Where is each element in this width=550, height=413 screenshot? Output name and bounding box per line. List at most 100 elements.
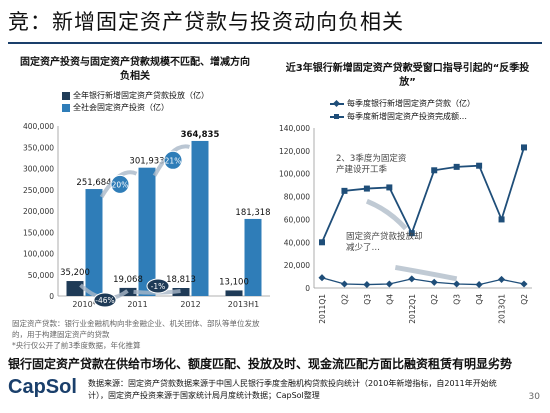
right-y-tick-label: 40,000	[284, 238, 310, 247]
right-point-diamond	[340, 280, 348, 288]
loan-growth-label: -46%	[95, 296, 114, 305]
loan-growth-label: -1%	[151, 282, 166, 291]
legend-square-marker	[330, 113, 344, 121]
investment-growth-bubble	[163, 150, 183, 170]
data-source-note: 数据来源：固定资产贷款数据来源于中国人民银行季度金融机构贷款投向统计（2010年…	[88, 379, 497, 400]
right-x-tick-label: Q2	[340, 294, 349, 305]
legend-diamond-marker	[330, 100, 344, 108]
decrease-arrow	[394, 264, 458, 282]
season-arrow	[365, 198, 408, 231]
right-x-tick-label: 2011Q1	[318, 294, 327, 324]
left-y-tick-label: 50,000	[28, 271, 54, 280]
page-title: 竞：新增固定资产贷款与投资动向负相关	[8, 10, 404, 34]
right-y-tick-label: 0	[305, 284, 310, 293]
right-point-square	[521, 144, 527, 151]
left-data-label: 364,835	[181, 130, 220, 140]
left-y-tick-label: 100,000	[23, 250, 54, 259]
right-x-tick-label: 2013Q1	[498, 294, 507, 324]
left-y-tick-label: 350,000	[23, 143, 54, 152]
right-x-tick-label: 2012Q1	[408, 294, 417, 324]
right-y-tick-label: 120,000	[279, 147, 310, 156]
left-x-tick-label: 2013H1	[228, 300, 259, 309]
loan-growth-bubble	[146, 278, 170, 294]
left-bar-investment	[244, 218, 262, 296]
left-legend-investment: 全社会固定资产投资（亿）	[62, 102, 169, 113]
right-y-tick-label: 20,000	[284, 261, 310, 270]
construction-season-annotation: 2、3季度为固定资产建设开工季	[336, 154, 407, 175]
left-y-tick-label: 250,000	[23, 186, 54, 195]
right-point-diamond	[430, 278, 438, 286]
left-legend-loans: 全年银行新增固定资产贷款投放（亿）	[62, 90, 209, 101]
right-point-square	[319, 239, 325, 246]
left-y-tick-label: 200,000	[23, 207, 54, 216]
right-series-line-loans	[321, 277, 525, 286]
left-data-label: 35,200	[60, 268, 90, 278]
right-point-diamond	[408, 275, 416, 283]
right-point-square	[476, 162, 483, 169]
left-y-tick-label: 150,000	[23, 228, 54, 237]
title-divider	[8, 42, 542, 44]
right-point-diamond	[475, 281, 483, 289]
right-x-tick-label: Q4	[475, 294, 484, 305]
left-x-tick-label: 2012	[180, 300, 200, 309]
right-legend-loans: 每季度银行新增固定资产贷款（亿）	[330, 98, 475, 109]
right-x-tick-label: Q2	[430, 294, 439, 305]
left-bar-loans	[66, 281, 84, 296]
right-point-diamond	[385, 280, 393, 288]
capsol-logo: CapSol	[8, 376, 77, 398]
left-data-label: 181,318	[235, 208, 270, 218]
investment-growth-label: 20%	[112, 180, 129, 189]
left-data-label: 19,068	[113, 275, 143, 285]
right-point-diamond	[363, 281, 371, 289]
right-point-square	[453, 163, 460, 170]
left-x-tick-label: 2011	[127, 300, 147, 309]
right-point-square	[498, 216, 505, 223]
left-data-label: 13,100	[219, 277, 249, 287]
right-point-square	[341, 187, 348, 194]
right-y-tick-label: 140,000	[279, 124, 310, 133]
right-x-tick-label: Q3	[363, 294, 372, 305]
loan-growth-bubble	[93, 292, 117, 308]
legend-label-quarterly-loans: 每季度银行新增固定资产贷款（亿）	[347, 99, 475, 108]
legend-swatch-dark	[62, 91, 70, 100]
right-y-tick-label: 100,000	[279, 170, 310, 179]
right-y-tick-label: 60,000	[284, 215, 310, 224]
left-y-tick-label: 300,000	[23, 165, 54, 174]
left-data-label: 251,684	[76, 178, 111, 188]
page-number: 30	[528, 392, 540, 402]
right-y-tick-label: 80,000	[284, 193, 310, 202]
investment-growth-bubble	[110, 174, 130, 194]
left-bar-loans	[172, 288, 190, 296]
right-point-diamond	[520, 280, 528, 288]
right-point-square	[386, 184, 393, 191]
right-point-diamond	[453, 280, 461, 288]
legend-label-quarterly-investment: 每季度新增固定资产投资完成额…	[347, 112, 467, 121]
right-x-tick-label: Q4	[385, 294, 394, 305]
left-chart-subtitle: 固定资产投资与固定资产贷款规模不匹配、增减方向负相关	[20, 57, 250, 82]
investment-growth-label: 21%	[165, 156, 182, 165]
left-bar-investment	[191, 140, 209, 296]
left-data-label: 18,813	[166, 275, 196, 285]
right-series-line-investment	[321, 147, 525, 243]
left-y-tick-label: 400,000	[23, 122, 54, 131]
annualized-note: *央行仅公开了前3季度数据，年化推算	[12, 341, 141, 350]
loan-decrease-annotation: 固定资产贷款投放却减少了…	[346, 232, 423, 253]
right-point-diamond	[498, 275, 506, 283]
left-bar-investment	[138, 167, 156, 296]
right-point-square	[363, 185, 370, 192]
right-point-square	[408, 230, 415, 237]
legend-label-loans: 全年银行新增固定资产贷款投放（亿）	[73, 91, 209, 100]
left-y-tick-label: 0	[49, 292, 54, 301]
left-bar-loans	[225, 290, 243, 296]
right-chart-subtitle: 近3年银行新增固定资产贷款受窗口指导引起的“反季投放”	[285, 63, 530, 88]
right-x-tick-label: Q3	[453, 294, 462, 305]
legend-label-investment: 全社会固定资产投资（亿）	[73, 103, 169, 112]
loan-definition-note: 固定资产贷款：银行业金融机构向非金融企业、机关团体、部队等单位发放的，用于构建固…	[12, 319, 260, 339]
left-data-label: 301,933	[129, 157, 164, 167]
right-point-diamond	[318, 274, 326, 282]
right-x-tick-label: Q2	[520, 294, 529, 305]
right-legend-investment: 每季度新增固定资产投资完成额…	[330, 111, 467, 122]
left-bar-investment	[85, 189, 103, 296]
right-point-square	[431, 167, 438, 174]
